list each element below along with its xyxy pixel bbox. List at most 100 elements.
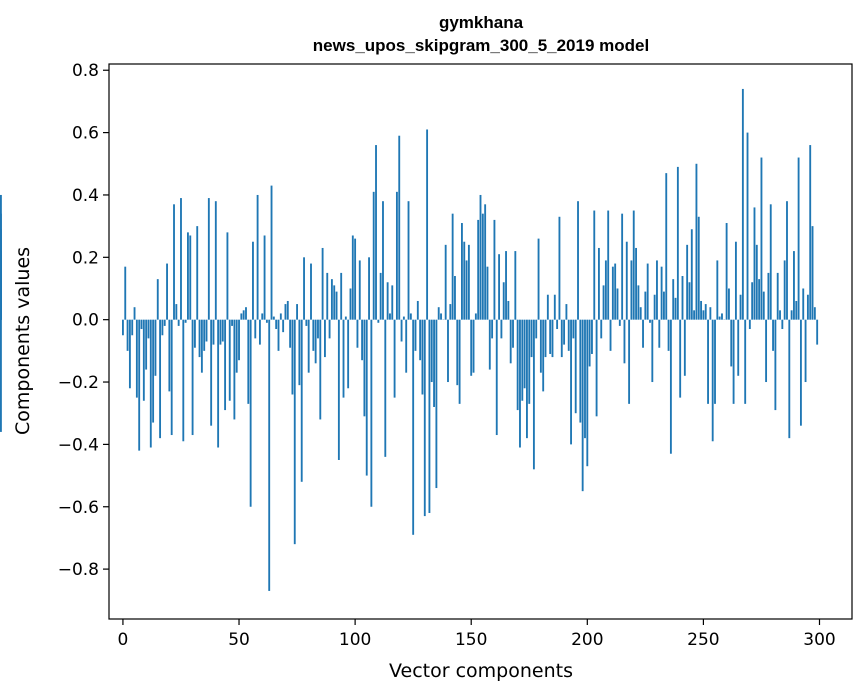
bar-58 [256,194,259,320]
bar-191 [565,304,568,320]
bar-175 [528,319,531,404]
bar-127 [416,300,419,320]
bar-106 [368,257,370,320]
bar-217 [625,241,628,320]
bar-254 [711,319,714,442]
bar-215 [621,213,624,320]
x-tick-label: 100 [339,630,371,650]
bar-157 [486,266,489,320]
bar-249 [700,300,703,320]
bar-198 [581,319,584,492]
bar-80 [307,319,310,373]
bar-137 [440,313,442,320]
bar-51 [240,313,243,320]
y-tick-label: 0.6 [72,124,99,144]
bar-251 [704,304,707,320]
bar-219 [630,260,633,320]
bar-165 [505,251,507,320]
bar-44 [224,319,227,411]
bar-278 [767,272,770,320]
bar-129 [421,319,424,395]
bar-135 [435,319,438,489]
bar-248 [697,216,700,320]
bar-123 [407,201,410,320]
bar-285 [783,260,786,320]
bar-111 [379,272,382,320]
bar-276 [762,291,765,320]
bar-142 [451,213,454,320]
bar-267 [741,88,744,320]
bar-34 [200,319,203,373]
bar-68 [279,313,282,320]
bar-279 [769,204,772,320]
bar-224 [642,319,644,348]
bar-140 [447,319,449,383]
bar-235 [667,319,670,351]
bar-61 [263,235,266,320]
bar-128 [419,319,422,361]
bar-73 [291,319,294,395]
bar-216 [623,319,626,364]
bar-124 [409,313,412,320]
bar-296 [809,145,812,320]
y-axis-ticks: −0.8 −0.6 −0.4 −0.2 0.0 0.2 0.4 0.6 0.8 [58,61,109,580]
x-tick-label: 200 [571,630,603,650]
bar-173 [523,319,526,389]
bar-188 [558,216,561,320]
chart-subtitle: news_upos_skipgram_300_5_2019 model [313,36,649,55]
bars-group [0,88,819,591]
bar-176 [530,319,533,358]
bar-277 [765,319,768,383]
bar-282 [776,272,779,320]
bar-286 [786,201,788,320]
bar-209 [607,210,610,320]
bar-204 [595,319,598,417]
bar-90 [330,279,333,320]
bar-77 [300,319,303,482]
bar-287 [788,319,791,439]
bar-118 [395,191,398,320]
bar-42 [219,319,222,345]
bar-119 [398,135,401,320]
bar-154 [479,194,482,320]
bar-206 [600,319,603,339]
bar-247 [695,163,698,320]
bar-41 [217,319,220,448]
bar-43 [221,319,224,342]
bar-210 [609,319,612,351]
bar-162 [498,254,501,320]
bar-160 [493,219,496,320]
bar-203 [593,210,596,320]
bar-67 [277,319,280,351]
bar-108 [372,191,375,320]
bar-185 [551,319,554,358]
bar-133 [430,319,433,383]
bar-220 [632,210,635,320]
bar-22 [173,204,175,320]
bar-178 [535,319,538,339]
bar-257 [718,316,721,320]
bar-9 [142,319,145,401]
bar-70 [284,304,287,320]
bar-93 [337,319,340,460]
x-tick-label: 0 [118,630,129,650]
bar-54 [247,319,250,404]
bar-57 [254,319,257,339]
bar-163 [500,319,503,339]
x-tick-label: 150 [455,630,487,650]
bar-136 [437,307,440,320]
bar-213 [616,288,619,320]
bar-242 [683,319,686,376]
bar-27 [184,319,187,323]
bar-76 [298,319,301,386]
bar-110 [377,319,380,323]
bar-1 [124,266,127,320]
bar-226 [646,263,649,320]
bar-166 [507,300,510,320]
bar-121 [402,316,405,320]
bar-45 [226,232,229,320]
bar-12 [149,319,152,448]
bar-207 [602,285,605,320]
bar-40 [214,201,217,320]
bar-289 [793,251,795,320]
